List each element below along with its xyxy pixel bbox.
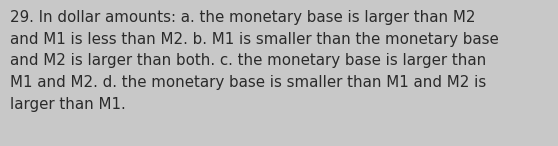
Text: 29. In dollar amounts: a. the monetary base is larger than M2
and M1 is less tha: 29. In dollar amounts: a. the monetary b… [10, 10, 499, 112]
